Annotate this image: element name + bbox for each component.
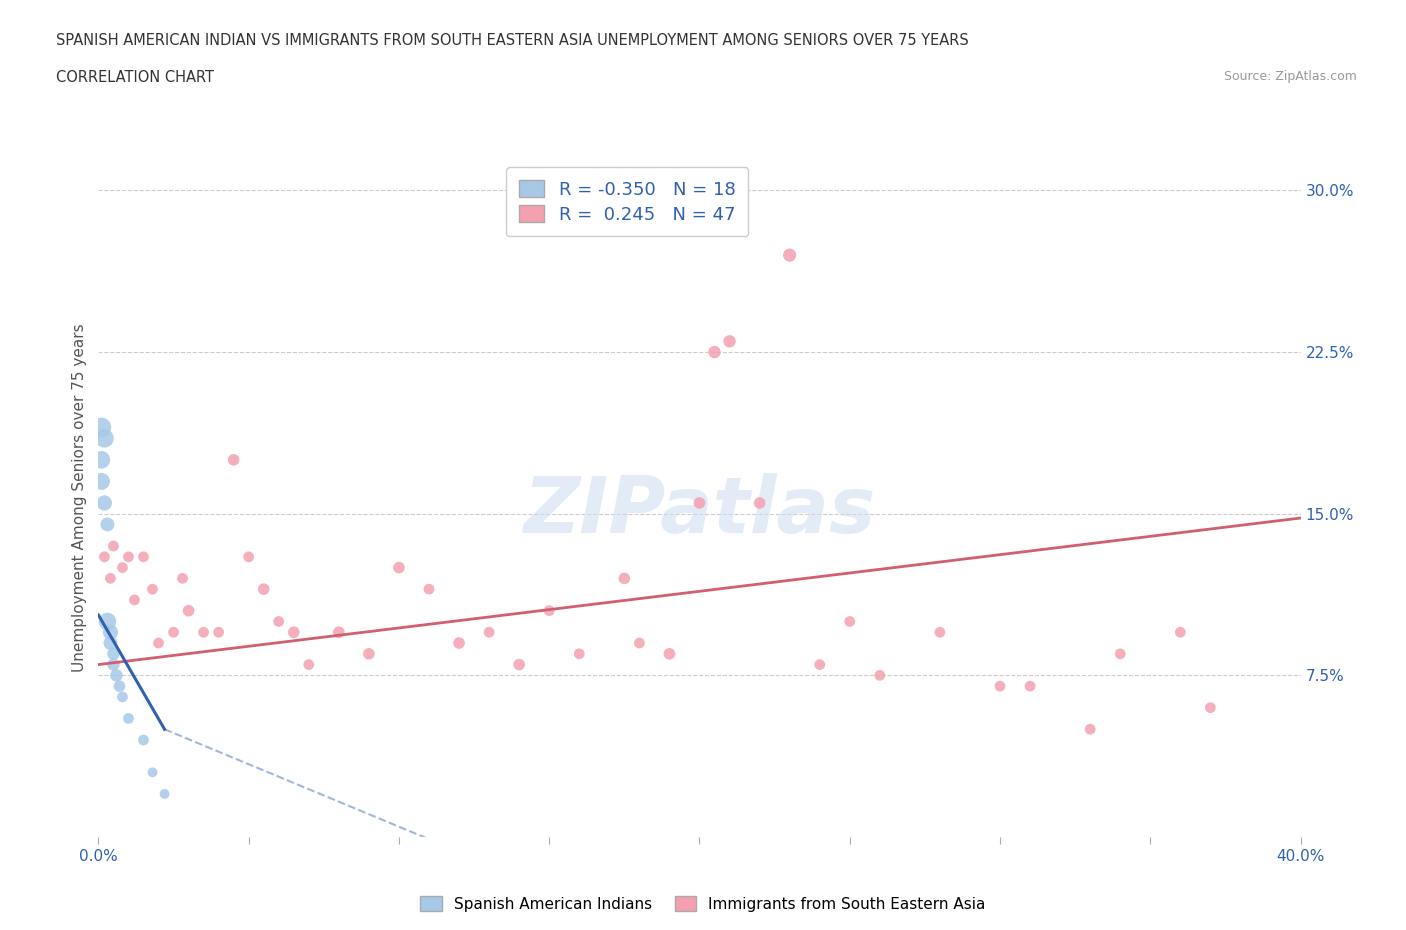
Point	[141, 764, 163, 779]
Point	[1109, 646, 1132, 661]
Point	[808, 658, 831, 672]
Point	[508, 658, 530, 672]
Point	[132, 733, 155, 748]
Point	[869, 668, 891, 683]
Point	[1078, 722, 1101, 737]
Point	[100, 625, 122, 640]
Point	[108, 679, 131, 694]
Point	[283, 625, 305, 640]
Point	[357, 646, 380, 661]
Point	[93, 496, 115, 511]
Text: ZIPatlas: ZIPatlas	[523, 473, 876, 549]
Point	[298, 658, 321, 672]
Point	[222, 452, 245, 467]
Text: SPANISH AMERICAN INDIAN VS IMMIGRANTS FROM SOUTH EASTERN ASIA UNEMPLOYMENT AMONG: SPANISH AMERICAN INDIAN VS IMMIGRANTS FR…	[56, 33, 969, 47]
Point	[193, 625, 215, 640]
Point	[388, 560, 411, 575]
Point	[988, 679, 1011, 694]
Point	[141, 581, 163, 596]
Point	[103, 646, 125, 661]
Legend: Spanish American Indians, Immigrants from South Eastern Asia: Spanish American Indians, Immigrants fro…	[415, 890, 991, 918]
Point	[177, 604, 200, 618]
Point	[613, 571, 636, 586]
Point	[111, 689, 134, 704]
Point	[1019, 679, 1042, 694]
Point	[93, 550, 115, 565]
Point	[103, 538, 125, 553]
Point	[418, 581, 440, 596]
Point	[96, 517, 118, 532]
Point	[111, 560, 134, 575]
Point	[1170, 625, 1192, 640]
Point	[90, 474, 112, 489]
Point	[658, 646, 681, 661]
Point	[538, 604, 561, 618]
Point	[103, 658, 125, 672]
Point	[124, 592, 146, 607]
Point	[100, 571, 122, 586]
Point	[172, 571, 194, 586]
Point	[689, 496, 711, 511]
Point	[478, 625, 501, 640]
Point	[703, 345, 725, 360]
Point	[117, 550, 139, 565]
Point	[90, 420, 112, 435]
Text: Source: ZipAtlas.com: Source: ZipAtlas.com	[1223, 70, 1357, 83]
Legend: R = -0.350   N = 18, R =  0.245   N = 47: R = -0.350 N = 18, R = 0.245 N = 47	[506, 167, 748, 236]
Point	[929, 625, 952, 640]
Point	[267, 614, 290, 629]
Point	[568, 646, 591, 661]
Point	[208, 625, 231, 640]
Point	[132, 550, 155, 565]
Point	[96, 614, 118, 629]
Point	[779, 247, 801, 262]
Point	[148, 635, 170, 650]
Point	[447, 635, 470, 650]
Point	[1199, 700, 1222, 715]
Text: CORRELATION CHART: CORRELATION CHART	[56, 70, 214, 85]
Point	[153, 787, 176, 802]
Point	[328, 625, 350, 640]
Point	[718, 334, 741, 349]
Point	[838, 614, 860, 629]
Point	[93, 431, 115, 445]
Point	[105, 668, 128, 683]
Point	[628, 635, 651, 650]
Point	[90, 452, 112, 467]
Point	[253, 581, 276, 596]
Point	[162, 625, 184, 640]
Point	[100, 635, 122, 650]
Point	[748, 496, 770, 511]
Y-axis label: Unemployment Among Seniors over 75 years: Unemployment Among Seniors over 75 years	[72, 324, 87, 671]
Point	[238, 550, 260, 565]
Point	[117, 711, 139, 726]
